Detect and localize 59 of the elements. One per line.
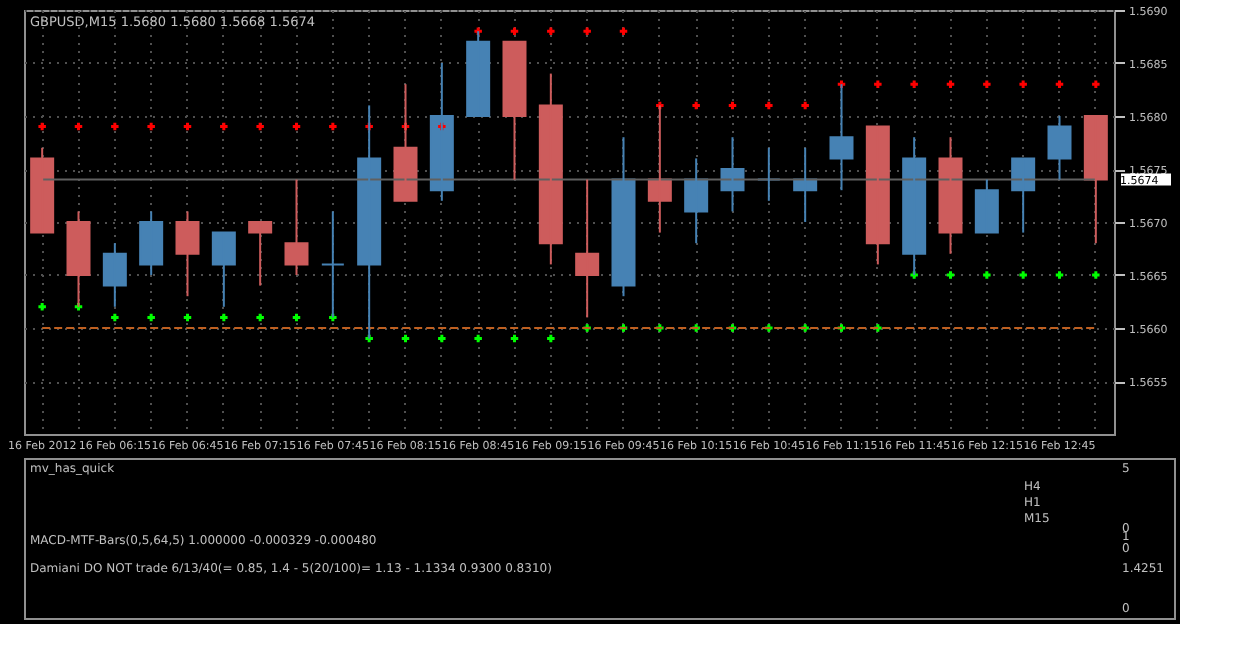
candlestick — [1047, 115, 1072, 181]
point — [983, 271, 991, 279]
point — [147, 122, 155, 131]
point — [728, 101, 737, 110]
candlestick — [175, 210, 200, 298]
candlestick — [466, 30, 491, 117]
candlestick — [30, 146, 55, 234]
point — [1055, 80, 1064, 88]
point — [401, 334, 410, 343]
point — [220, 122, 228, 131]
point — [510, 334, 519, 343]
point — [1092, 80, 1100, 88]
candlestick — [248, 221, 273, 287]
point — [38, 122, 46, 131]
point — [1019, 271, 1027, 279]
candlestick — [211, 231, 236, 308]
point — [547, 27, 555, 35]
point — [692, 101, 700, 110]
point — [292, 313, 301, 322]
point — [74, 122, 83, 131]
point — [256, 313, 264, 322]
point — [547, 334, 555, 343]
candlestick — [102, 242, 127, 308]
candlestick — [865, 125, 890, 266]
point — [801, 101, 809, 110]
point — [1019, 80, 1027, 88]
candlestick — [139, 210, 164, 276]
candlestick — [66, 210, 91, 308]
candlestick — [320, 210, 345, 319]
point — [183, 313, 192, 322]
point — [111, 313, 119, 322]
point — [183, 122, 192, 131]
point — [474, 334, 482, 343]
point — [1092, 271, 1100, 279]
candlestick — [902, 136, 927, 276]
point — [765, 101, 773, 110]
candlestick — [502, 40, 527, 181]
point — [583, 27, 591, 35]
point — [946, 80, 955, 88]
point — [983, 80, 991, 88]
point — [910, 80, 918, 88]
candlestick — [575, 178, 600, 319]
candlestick — [829, 83, 854, 192]
point — [329, 122, 337, 131]
candlestick — [974, 178, 999, 234]
point — [292, 122, 301, 131]
point — [220, 313, 228, 322]
candlestick — [429, 62, 454, 202]
candlestick — [284, 178, 309, 276]
candlestick — [1083, 115, 1108, 245]
candlestick — [938, 136, 963, 255]
point — [438, 334, 446, 343]
point — [874, 80, 882, 88]
point — [619, 27, 628, 35]
point — [38, 303, 46, 311]
point — [510, 27, 519, 35]
point — [256, 122, 264, 131]
point — [147, 313, 155, 322]
point — [111, 122, 119, 131]
